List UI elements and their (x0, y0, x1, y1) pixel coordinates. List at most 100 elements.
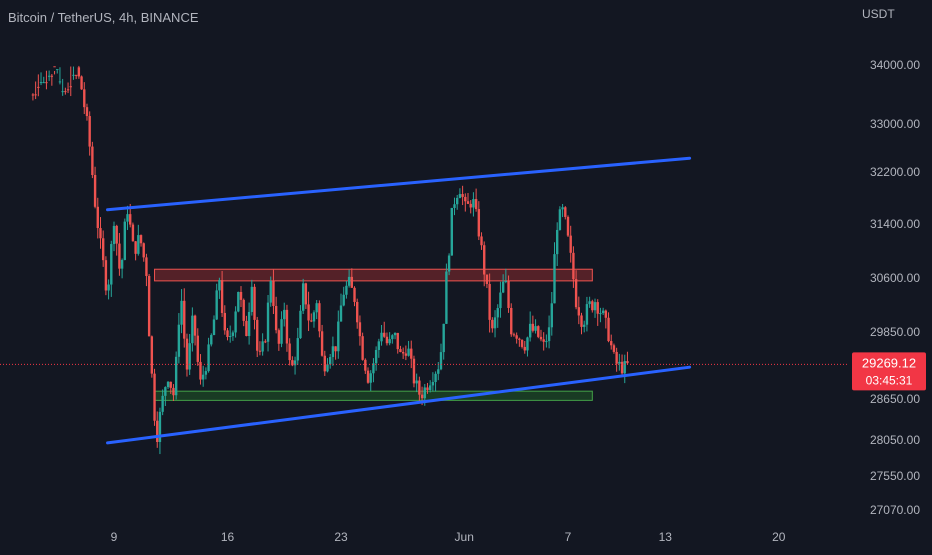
candle-body (272, 280, 275, 306)
candle-body (191, 315, 194, 344)
candle-body (477, 209, 481, 237)
candle-body (550, 303, 553, 328)
chart-title: Bitcoin / TetherUS, 4h, BINANCE (8, 10, 199, 25)
candle-body (123, 221, 127, 260)
candle-body (469, 203, 472, 208)
time-axis[interactable]: 9 16 23 Jun 7 13 20 (111, 530, 786, 544)
time-tick-label: 23 (334, 530, 348, 544)
candle-body (555, 229, 559, 255)
candle-body (174, 356, 178, 396)
price-tick-label: 27550.00 (870, 469, 920, 483)
candle-body (588, 301, 591, 305)
candle-body (288, 343, 291, 361)
candle-body (147, 275, 151, 337)
candle-body (380, 332, 383, 342)
candle-body (339, 305, 343, 322)
candle-body (423, 387, 426, 399)
time-tick-label: 16 (221, 530, 235, 544)
candle-body (491, 319, 494, 329)
candle-body (561, 207, 564, 210)
candle-body (474, 199, 478, 210)
candle-body (69, 86, 72, 88)
candle-body (39, 82, 43, 84)
price-axis[interactable]: 34000.00 33000.00 32200.00 31400.00 30600.00… (870, 58, 920, 517)
candle-body (118, 243, 121, 269)
candle-body (258, 350, 262, 352)
candle-body (45, 82, 48, 84)
candle-body (410, 348, 413, 359)
candle-body (301, 283, 305, 311)
candle-body (207, 344, 210, 372)
candle-body (229, 335, 232, 337)
candle-body (453, 204, 456, 208)
candle-body (126, 214, 129, 222)
candle-body (237, 291, 240, 312)
candle-body (439, 352, 443, 370)
candle-body (334, 346, 337, 352)
candle-body (512, 334, 516, 336)
candle-body (88, 116, 91, 147)
candle-body (129, 214, 132, 225)
candle-body (326, 364, 329, 372)
candle-body (247, 311, 251, 337)
candle-body (156, 420, 159, 443)
candle-body (585, 304, 589, 325)
candle-body (264, 341, 267, 343)
last-price-tag: 29269.12 03:45:31 (852, 352, 926, 391)
candle-body (277, 330, 281, 344)
candle-body (180, 300, 183, 325)
candle-body (139, 235, 143, 244)
candle-body (580, 315, 583, 327)
candle-body (250, 286, 254, 312)
candle-body (299, 310, 302, 339)
candle-body (318, 303, 321, 332)
support-zone[interactable] (154, 390, 593, 401)
candle-body (483, 245, 486, 275)
candle-body (47, 75, 51, 77)
candle-body (456, 197, 459, 205)
candle-body (242, 299, 245, 321)
candle-body (520, 339, 524, 347)
time-tick-label: 13 (659, 530, 673, 544)
candle-body (485, 274, 489, 284)
candle-body (372, 363, 375, 374)
currency-label: USDT (862, 7, 895, 21)
time-tick-label: 9 (111, 530, 118, 544)
time-tick-label: 20 (772, 530, 786, 544)
candle-body (623, 361, 626, 374)
candle-body (374, 349, 378, 364)
candle-body (364, 359, 367, 371)
candle-body (99, 228, 102, 239)
trendlines-layer (106, 156, 692, 445)
candle-body (218, 280, 221, 291)
candle-body (85, 107, 89, 117)
candle-body (450, 207, 453, 256)
candle-body (445, 271, 448, 324)
candle-body (296, 338, 299, 361)
candle-body (415, 380, 418, 384)
candle-body (293, 360, 297, 366)
candle-body (204, 371, 208, 375)
candle-body (280, 319, 283, 344)
candle-body (404, 353, 408, 356)
candle-body (37, 86, 40, 88)
candle-body (399, 349, 402, 352)
candle-body (545, 341, 548, 343)
candle-body (583, 324, 586, 327)
candle-body (220, 280, 224, 314)
candle-body (269, 280, 272, 303)
candle-body (310, 320, 313, 322)
candle-body (596, 302, 599, 314)
price-tick-label: 30600.00 (870, 271, 920, 285)
resistance-zone[interactable] (154, 268, 593, 282)
candle-body (231, 332, 235, 336)
candle-body (442, 323, 445, 353)
upper-trendline[interactable] (106, 156, 692, 212)
candle-body (537, 326, 540, 337)
candle-body (534, 326, 537, 331)
candle-body (518, 338, 521, 340)
candle-body (212, 319, 216, 336)
lower-trendline[interactable] (106, 365, 692, 445)
